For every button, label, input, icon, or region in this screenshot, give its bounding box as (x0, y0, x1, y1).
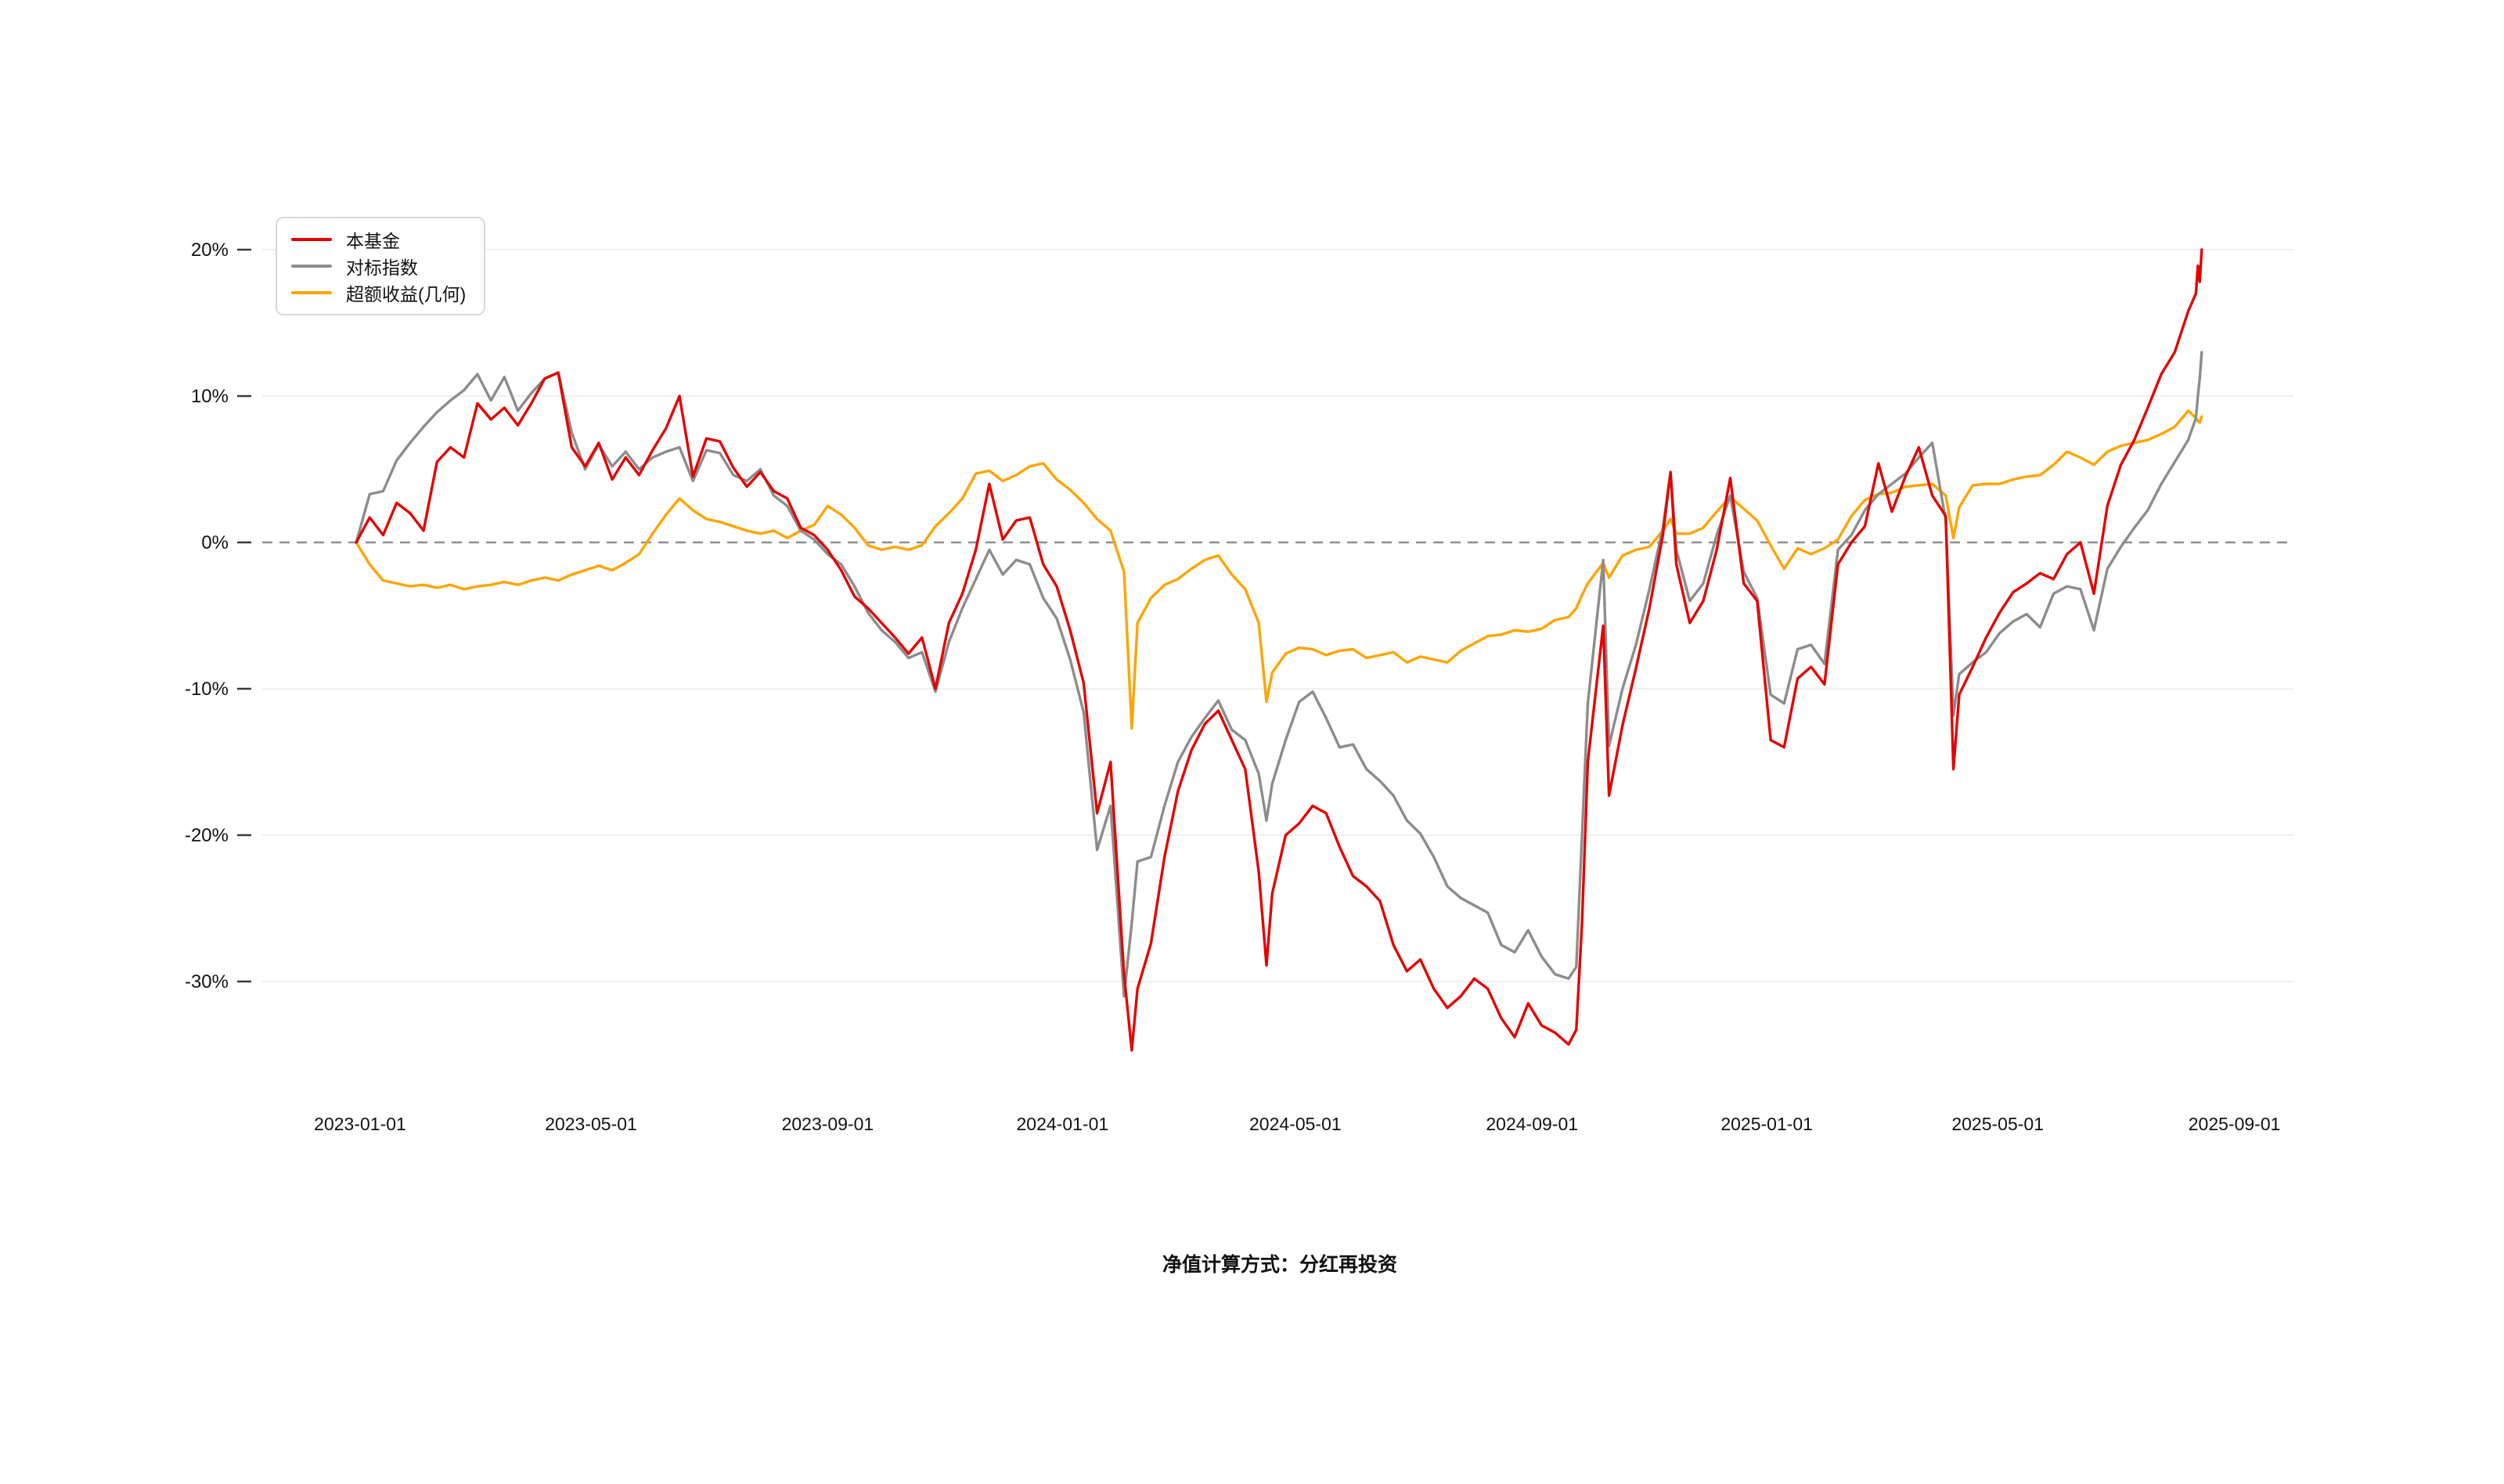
x-tick-label: 2025-05-01 (1951, 1114, 2044, 1134)
series-benchmark-line (355, 351, 2203, 998)
y-tick-label: -10% (185, 679, 229, 700)
legend: 本基金 对标指数 超额收益(几何) (276, 217, 485, 315)
y-tick-label: -30% (185, 971, 229, 992)
x-tick-label: 2023-05-01 (545, 1114, 637, 1134)
legend-item-benchmark: 对标指数 (291, 253, 470, 279)
nav-calculation-note: 净值计算方式：分红再投资 (1162, 1254, 1397, 1276)
x-tick-label: 2024-09-01 (1486, 1114, 1578, 1134)
legend-label-benchmark: 对标指数 (346, 258, 418, 278)
legend-item-fund: 本基金 (291, 226, 470, 253)
series-fund-line (355, 248, 2203, 1052)
y-tick-label: 10% (191, 386, 229, 407)
excess-return-line-swatch (291, 291, 332, 294)
benchmark-line-swatch (291, 265, 332, 268)
x-tick-label: 2025-01-01 (1720, 1114, 1813, 1134)
x-tick-label: 2023-01-01 (314, 1114, 406, 1134)
x-tick-label: 2025-09-01 (2189, 1114, 2281, 1134)
y-tick-label: -20% (185, 825, 229, 846)
y-tick-label: 0% (201, 532, 229, 553)
x-tick-label: 2023-09-01 (782, 1114, 874, 1134)
legend-label-fund: 本基金 (346, 231, 400, 251)
y-tick-label: 20% (191, 240, 229, 261)
legend-label-excess-return: 超额收益(几何) (346, 284, 467, 304)
x-tick-label: 2024-05-01 (1249, 1114, 1342, 1134)
legend-item-excess-return: 超额收益(几何) (291, 279, 470, 306)
fund-line-swatch (291, 238, 332, 241)
x-tick-label: 2024-01-01 (1017, 1114, 1109, 1134)
series-excess-return-line (355, 409, 2203, 730)
